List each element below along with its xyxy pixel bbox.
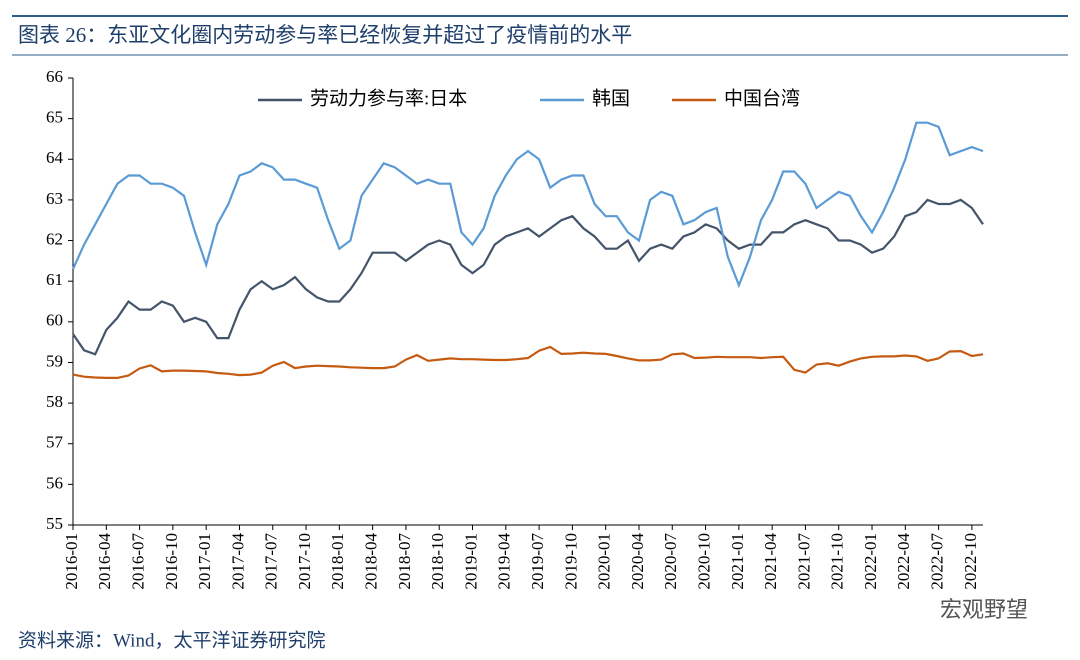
y-tick-label: 63 xyxy=(46,189,63,208)
x-tick-label: 2020-01 xyxy=(595,533,614,590)
y-tick-label: 61 xyxy=(46,270,63,289)
x-tick-label: 2016-04 xyxy=(95,533,114,590)
series-line xyxy=(71,121,984,289)
watermark: 宏观野望 xyxy=(940,597,1028,622)
y-tick-label: 65 xyxy=(46,108,63,127)
y-tick-label: 55 xyxy=(46,514,63,533)
legend-label: 劳动力参与率:日本 xyxy=(310,87,467,109)
chart-title: 图表 26：东亚文化圈内劳动参与率已经恢复并超过了疫情前的水平 xyxy=(18,23,632,47)
x-tick-label: 2022-10 xyxy=(961,533,980,590)
x-tick-label: 2016-10 xyxy=(162,533,181,590)
y-tick-label: 57 xyxy=(46,433,64,452)
legend-label: 韩国 xyxy=(592,87,630,109)
x-tick-label: 2018-01 xyxy=(328,533,347,590)
x-tick-label: 2019-10 xyxy=(561,533,580,590)
x-tick-label: 2021-04 xyxy=(761,533,780,590)
x-tick-label: 2018-10 xyxy=(428,533,447,590)
x-tick-label: 2022-07 xyxy=(928,533,947,590)
x-tick-label: 2016-01 xyxy=(62,533,81,590)
y-tick-label: 58 xyxy=(46,392,63,411)
x-tick-label: 2018-04 xyxy=(362,533,381,590)
series-line xyxy=(72,345,984,379)
x-tick-label: 2022-04 xyxy=(894,533,913,590)
x-tick-label: 2017-07 xyxy=(262,533,281,590)
x-tick-label: 2017-04 xyxy=(228,533,247,590)
x-tick-label: 2016-07 xyxy=(128,533,147,590)
y-tick-label: 56 xyxy=(46,473,63,492)
x-tick-label: 2022-01 xyxy=(861,533,880,590)
x-tick-label: 2020-10 xyxy=(694,533,713,590)
y-tick-label: 64 xyxy=(46,148,64,167)
x-tick-label: 2020-04 xyxy=(628,533,647,590)
x-tick-label: 2019-07 xyxy=(528,533,547,590)
x-tick-label: 2018-07 xyxy=(395,533,414,590)
y-tick-label: 66 xyxy=(46,67,63,86)
legend-label: 中国台湾 xyxy=(724,87,800,109)
x-tick-label: 2020-07 xyxy=(661,533,680,590)
x-tick-label: 2019-01 xyxy=(461,533,480,590)
x-tick-label: 2017-01 xyxy=(195,533,214,590)
x-tick-label: 2017-10 xyxy=(295,533,314,590)
source-note: 资料来源：Wind，太平洋证券研究院 xyxy=(18,629,325,651)
x-tick-label: 2021-07 xyxy=(794,533,813,590)
x-tick-label: 2021-10 xyxy=(828,533,847,590)
y-tick-label: 60 xyxy=(46,311,63,330)
y-tick-label: 62 xyxy=(46,229,63,248)
x-tick-label: 2021-01 xyxy=(728,533,747,590)
series-line xyxy=(72,198,984,356)
y-tick-label: 59 xyxy=(46,351,63,370)
x-tick-label: 2019-04 xyxy=(495,533,514,590)
